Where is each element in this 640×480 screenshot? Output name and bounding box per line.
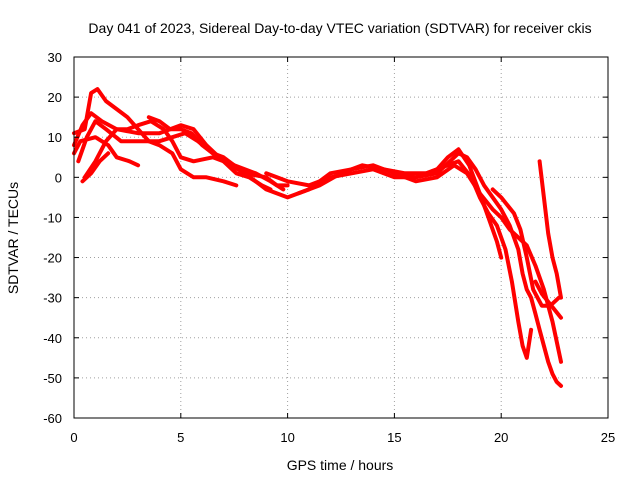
series-trace-10 [392, 163, 563, 364]
x-tick-label: 0 [70, 430, 77, 445]
series-trace-4 [72, 87, 239, 188]
series-trace-8 [264, 147, 504, 260]
x-tick-label: 10 [280, 430, 294, 445]
plot-frame [73, 56, 609, 419]
series-trace-11 [490, 187, 561, 308]
y-tick-label: -10 [43, 210, 62, 225]
series-trace-6 [80, 151, 111, 184]
y-tick-label: 20 [48, 90, 62, 105]
x-tick-label: 25 [601, 430, 615, 445]
series-trace-13 [533, 279, 563, 320]
x-axis-label: GPS time / hours [287, 457, 394, 473]
y-tick-label: -40 [43, 331, 62, 346]
y-tick-label: -30 [43, 291, 62, 306]
series-layer [72, 87, 563, 388]
series-trace-2 [76, 119, 286, 192]
tick-layer: 0 5 10 15 20 25 30 20 10 0 -10 -20 -30 -40 -50 -60 [43, 50, 615, 445]
series-trace-5 [72, 135, 141, 168]
y-tick-label: 30 [48, 50, 62, 65]
chart-title: Day 041 of 2023, Sidereal Day-to-day VTE… [88, 20, 591, 36]
x-tick-label: 20 [494, 430, 508, 445]
y-tick-label: 10 [48, 130, 62, 145]
y-tick-label: -50 [43, 371, 62, 386]
series-trace-3 [82, 119, 273, 192]
series-trace-12 [537, 159, 563, 300]
y-axis-label: SDTVAR / TECUs [5, 182, 21, 294]
y-tick-label: -20 [43, 251, 62, 266]
y-tick-label: 0 [55, 170, 62, 185]
x-tick-label: 5 [177, 430, 184, 445]
y-tick-label: -60 [43, 411, 62, 426]
x-tick-label: 15 [387, 430, 401, 445]
grid-layer [74, 57, 608, 418]
